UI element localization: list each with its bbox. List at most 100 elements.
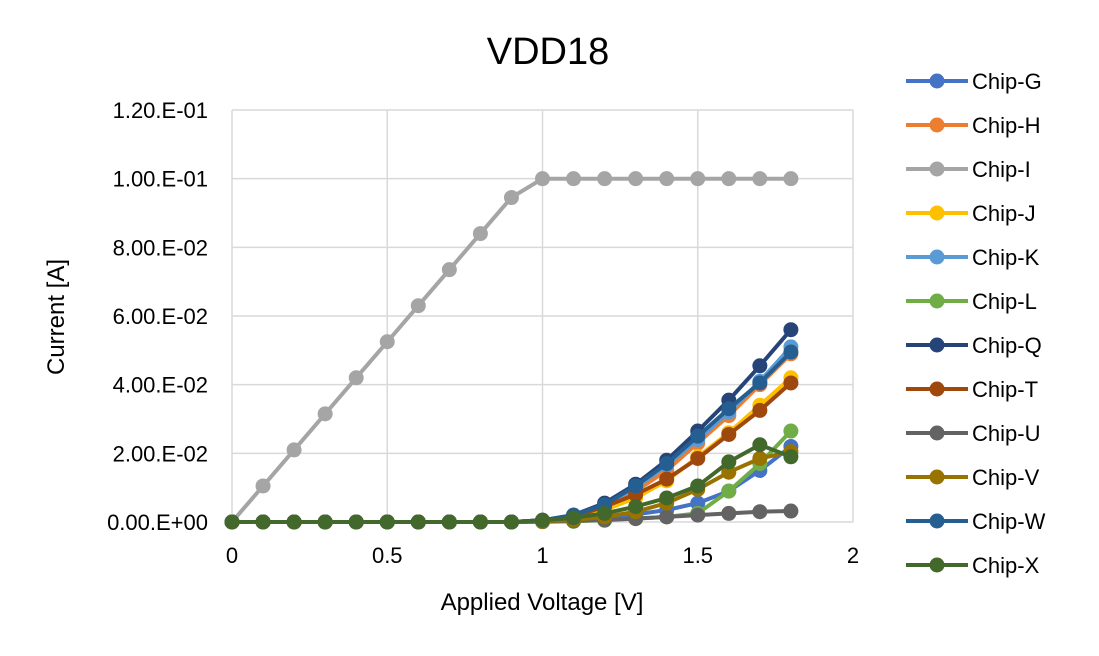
data-point-chip-t <box>721 426 737 442</box>
y-axis-label: Current [A] <box>43 259 70 375</box>
legend-marker <box>929 337 945 353</box>
chart-title: VDD18 <box>487 31 610 73</box>
legend-item-chip-h: Chip-H <box>906 113 1040 138</box>
data-point-chip-u <box>690 507 706 523</box>
legend-marker <box>929 557 945 573</box>
data-point-chip-i <box>783 171 799 187</box>
legend-label: Chip-X <box>972 553 1040 578</box>
data-point-chip-x <box>783 449 799 465</box>
data-point-chip-x <box>379 514 395 530</box>
data-point-chip-i <box>690 171 706 187</box>
data-point-chip-q <box>752 358 768 374</box>
legend: Chip-G Chip-H Chip-I Chip-J Chip-K Chip-L Chip… <box>906 69 1046 578</box>
legend-marker <box>929 73 945 89</box>
data-point-chip-x <box>224 514 240 530</box>
data-point-chip-x <box>410 514 426 530</box>
legend-label: Chip-Q <box>972 333 1042 358</box>
data-point-chip-i <box>441 262 457 278</box>
y-tick-label: 8.00.E-02 <box>113 235 208 260</box>
legend-marker <box>929 205 945 221</box>
data-point-chip-x <box>286 514 302 530</box>
legend-marker <box>929 293 945 309</box>
legend-item-chip-i: Chip-I <box>906 157 1031 182</box>
legend-item-chip-k: Chip-K <box>906 245 1040 270</box>
data-point-chip-w <box>721 401 737 417</box>
data-point-chip-q <box>783 322 799 338</box>
legend-label: Chip-U <box>972 421 1040 446</box>
legend-item-chip-v: Chip-V <box>906 465 1040 490</box>
data-point-chip-i <box>535 171 550 187</box>
data-point-chip-w <box>628 478 644 494</box>
x-tick-label: 1.5 <box>682 543 713 568</box>
data-point-chip-x <box>628 499 644 515</box>
data-point-chip-t <box>690 450 706 466</box>
x-tick-label: 2 <box>847 543 859 568</box>
y-tick-label: 4.00.E-02 <box>113 373 208 398</box>
data-point-chip-i <box>659 171 675 187</box>
data-point-chip-i <box>379 334 395 350</box>
data-point-chip-u <box>721 505 737 521</box>
data-point-chip-x <box>255 514 271 530</box>
data-point-chip-u <box>783 503 799 519</box>
data-point-chip-t <box>752 402 768 418</box>
legend-item-chip-q: Chip-Q <box>906 333 1042 358</box>
legend-label: Chip-G <box>972 69 1042 94</box>
data-point-chip-u <box>752 504 768 520</box>
data-point-chip-v <box>752 450 768 466</box>
data-point-chip-t <box>659 471 675 487</box>
legend-label: Chip-I <box>972 157 1031 182</box>
legend-label: Chip-W <box>972 509 1046 534</box>
legend-marker <box>929 161 945 177</box>
series-chip-t <box>224 375 799 530</box>
y-tick-labels: 0.00.E+00 2.00.E-02 4.00.E-02 6.00.E-02 8.00… <box>107 98 208 535</box>
y-tick-label: 6.00.E-02 <box>113 304 208 329</box>
data-point-chip-w <box>690 428 706 444</box>
data-point-chip-i <box>752 171 768 187</box>
data-point-chip-x <box>659 490 675 506</box>
data-point-chip-l <box>721 483 737 499</box>
legend-label: Chip-J <box>972 201 1036 226</box>
legend-item-chip-x: Chip-X <box>906 553 1040 578</box>
legend-marker <box>929 381 945 397</box>
legend-item-chip-l: Chip-L <box>906 289 1037 314</box>
legend-label: Chip-H <box>972 113 1040 138</box>
x-tick-labels: 0 0.5 1 1.5 2 <box>226 543 859 568</box>
legend-item-chip-w: Chip-W <box>906 509 1046 534</box>
data-point-chip-x <box>566 510 582 526</box>
series-line-chip-i <box>230 176 791 524</box>
y-tick-label: 2.00.E-02 <box>113 441 208 466</box>
legend-item-chip-t: Chip-T <box>906 377 1038 402</box>
data-point-chip-i <box>317 406 333 422</box>
data-point-chip-w <box>752 375 768 391</box>
data-point-chip-x <box>348 514 364 530</box>
y-tick-label: 0.00.E+00 <box>107 510 208 535</box>
data-point-chip-x <box>317 514 333 530</box>
data-point-chip-x <box>690 478 706 494</box>
data-point-chip-i <box>410 298 426 314</box>
data-point-chip-t <box>783 375 799 391</box>
legend-marker <box>929 117 945 133</box>
legend-marker <box>929 469 945 485</box>
legend-label: Chip-T <box>972 377 1038 402</box>
series-chip-j <box>224 370 799 530</box>
legend-label: Chip-L <box>972 289 1037 314</box>
series-chip-x <box>224 437 799 530</box>
data-point-chip-l <box>783 423 799 439</box>
data-point-chip-x <box>721 454 737 470</box>
data-point-chip-w <box>659 456 675 472</box>
data-point-chip-v <box>721 464 737 480</box>
data-point-chip-g <box>690 495 706 511</box>
y-tick-label: 1.00.E-01 <box>113 167 208 192</box>
y-tick-label: 1.20.E-01 <box>113 98 208 123</box>
data-point-chip-i <box>566 171 582 187</box>
legend-label: Chip-V <box>972 465 1040 490</box>
data-point-chip-u <box>659 509 675 525</box>
data-point-chip-i <box>503 190 519 206</box>
legend-item-chip-g: Chip-G <box>906 69 1042 94</box>
legend-label: Chip-K <box>972 245 1040 270</box>
x-tick-label: 1 <box>536 543 548 568</box>
plot-area <box>224 171 799 530</box>
data-point-chip-w <box>783 344 799 360</box>
data-point-chip-i <box>628 171 644 187</box>
